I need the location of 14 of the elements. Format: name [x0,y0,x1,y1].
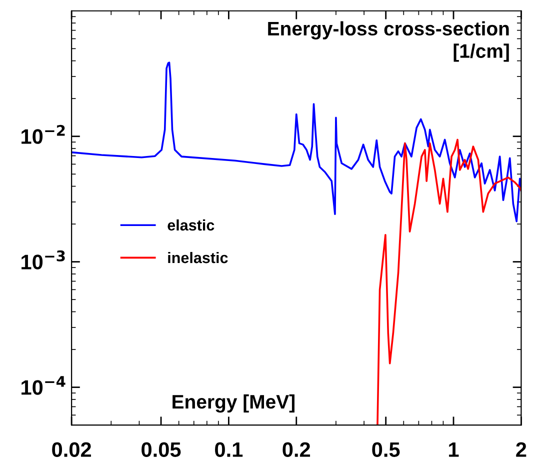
x-axis-title: Energy [MeV] [172,394,294,413]
x-tick-label: 0.2 [282,442,310,458]
y-tick-label: 10$^{−3}$ [22,250,65,270]
y-tick-label: 10$^{−2}$ [22,124,65,144]
x-tick-label: 0.02 [52,442,91,458]
x-tick-label: 0.1 [215,442,243,458]
text: Energy-loss cross-section [1/cm] [268,21,509,62]
legend-label: inelastic [168,252,228,264]
y-tick-label: 10$^{−4}$ [22,376,66,395]
x-tick-label: 2 [516,442,526,457]
x-tick-label: 0.05 [142,442,181,458]
x-tick-label: 1 [449,442,459,457]
x-tick-label: 0.5 [372,442,400,458]
legend-label: elastic [168,219,214,231]
